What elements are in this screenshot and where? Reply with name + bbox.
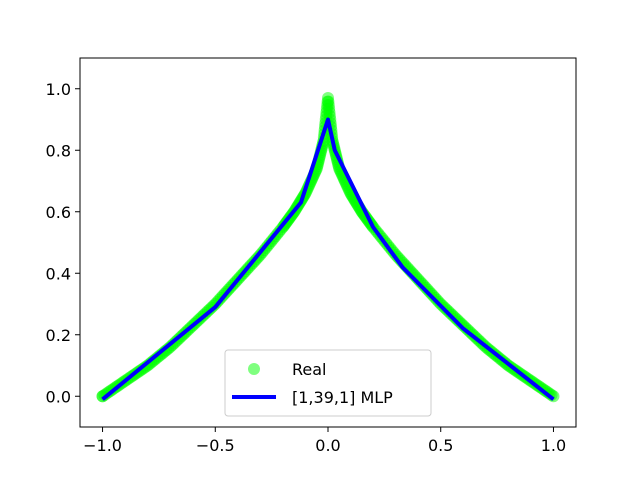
legend-label-real: Real [292, 360, 327, 379]
x-tick-label: −1.0 [83, 436, 122, 455]
legend-box [224, 349, 432, 417]
legend-label-mlp: [1,39,1] MLP [292, 388, 393, 407]
y-tick-label: 0.4 [46, 264, 71, 283]
y-tick-label: 0.0 [46, 387, 71, 406]
legend: Real [1,39,1] MLP [224, 349, 432, 417]
x-tick-label: 1.0 [541, 436, 566, 455]
plot-area [96, 91, 560, 403]
legend-marker-real [248, 363, 260, 375]
y-tick-label: 1.0 [46, 80, 71, 99]
x-tick-label: 0.5 [428, 436, 453, 455]
x-tick-label: −0.5 [196, 436, 235, 455]
x-tick-label: 0.0 [315, 436, 340, 455]
y-tick-label: 0.8 [46, 141, 71, 160]
y-axis: 0.0 0.2 0.4 0.6 0.8 1.0 [46, 80, 80, 406]
y-tick-label: 0.2 [46, 326, 71, 345]
y-tick-label: 0.6 [46, 203, 71, 222]
x-axis: −1.0 −0.5 0.0 0.5 1.0 [83, 427, 566, 455]
mlp-line [101, 117, 555, 401]
